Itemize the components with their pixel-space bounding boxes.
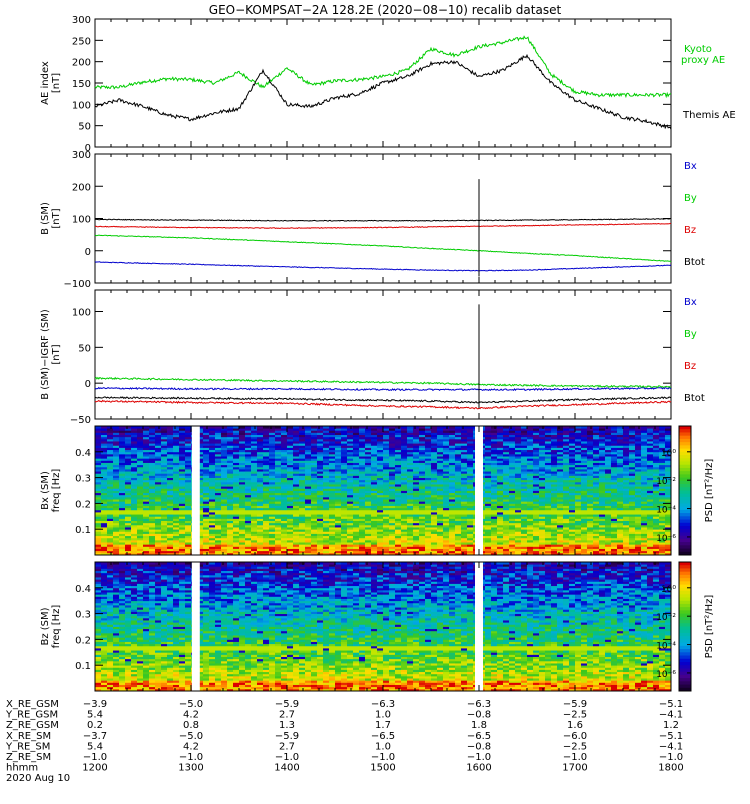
legend-by: By xyxy=(684,329,697,340)
series-line-by xyxy=(95,378,671,388)
y-tick-label: 50 xyxy=(78,343,91,354)
legend-bz: Bz xyxy=(684,361,696,372)
figure-title: GEO−KOMPSAT−2A 128.2E (2020−08−10) recal… xyxy=(209,3,562,17)
y-tick-label: 0 xyxy=(85,379,91,390)
series-line-bx xyxy=(95,388,671,391)
series-line-by xyxy=(95,235,671,262)
legend-by: By xyxy=(684,193,697,204)
y-tick-label: 150 xyxy=(72,79,91,90)
y-axis-label: [nT] xyxy=(51,73,62,93)
y-axis-label: [nT] xyxy=(51,208,62,228)
y-axis-label: B (SM) xyxy=(40,202,51,235)
y-tick-label: 100 xyxy=(72,308,91,319)
y-tick-label: 100 xyxy=(72,100,91,111)
legend-bx: Bx xyxy=(684,297,697,308)
legend-proxy-ae: proxy AE xyxy=(681,55,725,66)
y-tick-label: 300 xyxy=(72,150,91,161)
series-line-btot xyxy=(95,219,671,222)
y-tick-label: 300 xyxy=(72,15,91,26)
y-tick-label: 0 xyxy=(85,247,91,258)
series-line-bz xyxy=(95,223,671,228)
series-line-bx xyxy=(95,262,671,271)
series-line-kyoto-proxy-ae xyxy=(95,36,671,96)
y-tick-label: 200 xyxy=(72,182,91,193)
y-tick-label: 50 xyxy=(78,122,91,133)
y-tick-label: 100 xyxy=(72,215,91,226)
panel-frame xyxy=(95,19,671,147)
legend-bz: Bz xyxy=(684,225,696,236)
y-tick-label: 200 xyxy=(72,58,91,69)
legend-kyoto: Kyoto xyxy=(684,44,712,55)
y-tick-label: −100 xyxy=(64,279,91,290)
legend-themis-ae: Themis AE xyxy=(682,110,736,121)
y-axis-label: B (SM)−IGRF (SM) xyxy=(40,309,51,400)
legend-bx: Bx xyxy=(684,161,697,172)
legend-btot: Btot xyxy=(684,257,705,268)
y-axis-label: [nT] xyxy=(51,344,62,364)
series-line-bz xyxy=(95,400,671,408)
y-tick-label: −50 xyxy=(70,415,91,426)
legend-btot: Btot xyxy=(684,393,705,404)
y-axis-label: AE index xyxy=(40,61,51,105)
y-tick-label: 250 xyxy=(72,36,91,47)
